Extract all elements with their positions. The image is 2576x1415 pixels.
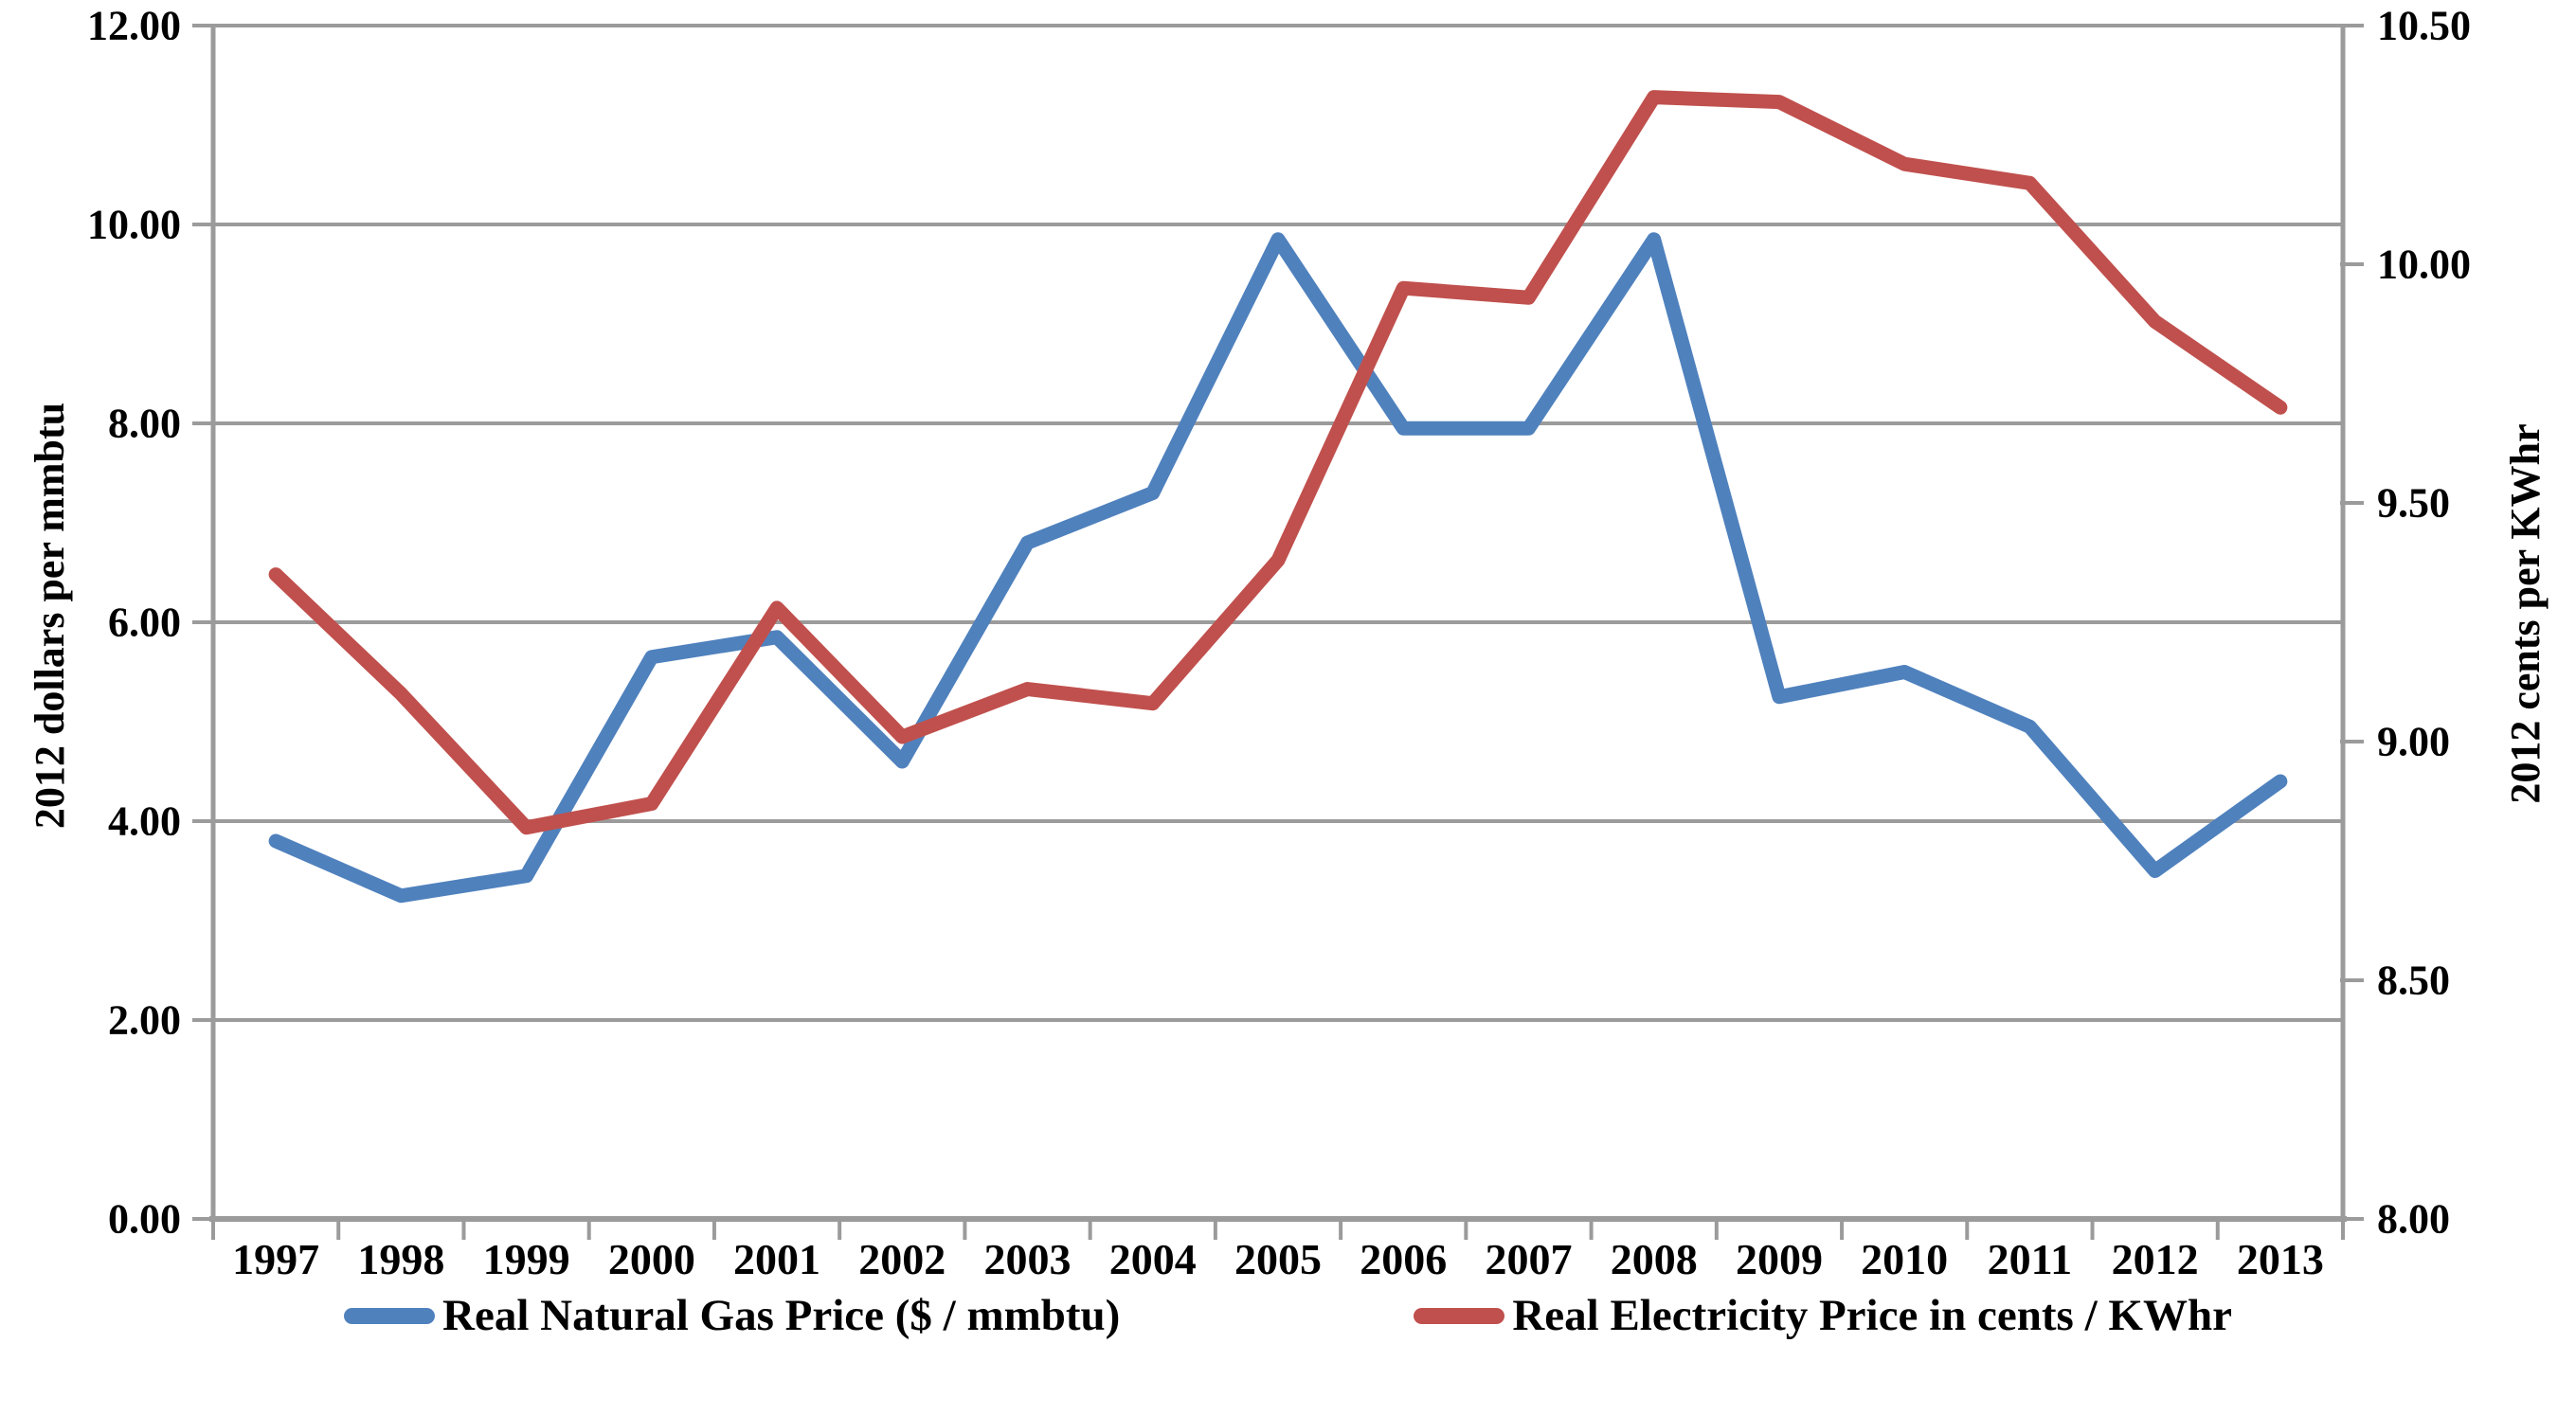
left-axis-tick-label: 2.00 (108, 997, 181, 1044)
left-axis-tick-labels: 0.00 2.00 4.00 6.00 8.00 10.00 12.00 (87, 3, 181, 1243)
left-axis-tick-label: 0.00 (108, 1196, 181, 1243)
x-axis-year-label: 2012 (2112, 1235, 2199, 1283)
natural-gas-line (268, 232, 2288, 904)
electricity-series-legend-label: Real Electricity Price in cents / KWhr (1512, 1291, 2232, 1340)
x-axis-year-label: 2000 (608, 1235, 695, 1283)
x-axis-year-label: 2005 (1234, 1235, 1322, 1283)
x-axis-year-label: 1999 (483, 1235, 570, 1283)
x-axis-year-label: 2002 (858, 1235, 946, 1283)
right-axis-tick-label: 10.50 (2377, 3, 2471, 49)
x-axis-year-label: 2008 (1611, 1235, 1698, 1283)
electricity-line (268, 90, 2288, 835)
x-axis-year-label: 2001 (733, 1235, 820, 1283)
x-axis-year-label: 2004 (1109, 1235, 1197, 1283)
x-axis-year-label: 2011 (1988, 1235, 2072, 1283)
right-axis-tick-label: 10.00 (2377, 242, 2471, 288)
left-axis-tick-label: 10.00 (87, 202, 181, 248)
electricity-series-swatch-icon (1414, 1307, 1505, 1324)
x-axis-year-label: 2010 (1861, 1235, 1948, 1283)
x-axis-year-label: 1997 (232, 1235, 319, 1283)
gas-series-swatch-icon (344, 1307, 436, 1324)
x-axis-year-label: 1998 (357, 1235, 444, 1283)
chart-legend: Real Natural Gas Price ($ / mmbtu) Real … (0, 1290, 2576, 1341)
x-axis-year-label: 2009 (1736, 1235, 1823, 1283)
x-axis-year-label: 2006 (1360, 1235, 1447, 1283)
right-axis-tick-labels: 8.00 8.50 9.00 9.50 10.00 10.50 (2377, 3, 2471, 1243)
x-axis-year-label: 2013 (2237, 1235, 2324, 1283)
right-axis-tick-label: 9.00 (2377, 719, 2450, 765)
right-axis-tick-label: 8.00 (2377, 1196, 2450, 1243)
left-axis-tick-label: 12.00 (87, 3, 181, 49)
x-axis-year-label: 2007 (1485, 1235, 1572, 1283)
x-axis-year-label: 2003 (984, 1235, 1072, 1283)
right-axis-title: 2012 cents per KWhr (2502, 423, 2549, 803)
legend-item-electricity: Real Electricity Price in cents / KWhr (1414, 1290, 2232, 1341)
right-axis-tick-label: 9.50 (2377, 480, 2450, 527)
axis-ticks (192, 24, 2364, 1240)
x-axis-year-labels: 1997 1998 1999 2000 2001 2002 2003 2004 2005 2006… (232, 1235, 2324, 1283)
legend-item-natural-gas: Real Natural Gas Price ($ / mmbtu) (344, 1290, 1120, 1341)
gas-series-legend-label: Real Natural Gas Price ($ / mmbtu) (442, 1291, 1121, 1340)
left-axis-tick-label: 8.00 (108, 401, 181, 447)
data-series-lines (268, 90, 2288, 904)
left-axis-tick-label: 4.00 (108, 798, 181, 845)
right-axis-tick-label: 8.50 (2377, 958, 2450, 1004)
left-axis-tick-label: 6.00 (108, 600, 181, 646)
left-axis-title: 2012 dollars per mmbtu (27, 403, 73, 829)
